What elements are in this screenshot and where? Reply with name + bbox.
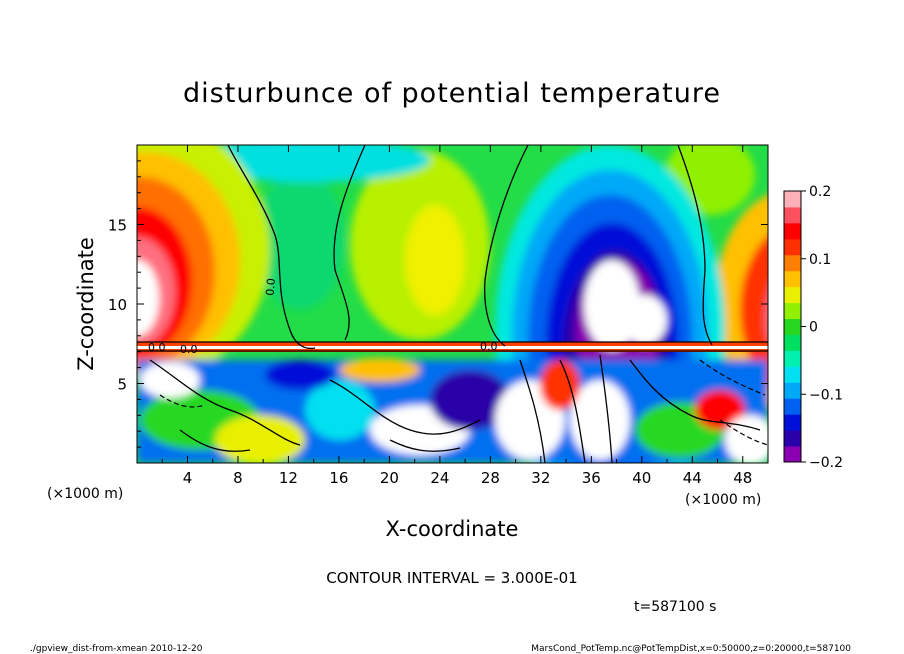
x-tick-label: 16 <box>329 469 348 487</box>
colorbar-swatch <box>784 334 801 351</box>
x-tick-label: 48 <box>733 469 752 487</box>
contour-line <box>559 359 586 463</box>
field-blob <box>340 358 420 382</box>
x-unit-label-right: (×1000 m) <box>685 492 761 508</box>
contour-line <box>484 145 529 347</box>
contour-line <box>329 379 481 435</box>
field-blob <box>255 170 345 310</box>
colorbar-tick-label: −0.1 <box>809 387 843 403</box>
contour-line <box>699 359 766 396</box>
field-blob <box>430 370 510 430</box>
x-tick-label: 24 <box>430 469 449 487</box>
colorbar-tick-label: −0.2 <box>809 455 843 471</box>
contour-label: 0.0 <box>480 340 498 353</box>
contour-lines <box>137 145 768 463</box>
x-tick-label: 8 <box>233 469 243 487</box>
x-tick-label: 20 <box>380 469 399 487</box>
colorbar-swatch <box>784 318 801 335</box>
y-axis: 5 10 15 <box>108 160 768 448</box>
contour-line <box>519 359 546 463</box>
y-axis-title: Z-coordinate <box>74 237 98 371</box>
time-text: t=587100 s <box>634 599 716 615</box>
contour-label: 0.0 <box>148 341 166 354</box>
x-tick-label: 40 <box>632 469 651 487</box>
contour-line <box>227 145 316 350</box>
field-blob <box>190 145 430 182</box>
x-axis-title: X-coordinate <box>386 517 519 541</box>
x-unit-label: (×1000 m) <box>47 486 123 502</box>
y-tick-label: 15 <box>108 217 127 235</box>
colorbar-swatch <box>784 302 801 320</box>
contour-label: 0.0 <box>264 278 278 297</box>
x-tick-label: 44 <box>683 469 702 487</box>
contour-lines-negative <box>159 359 768 446</box>
x-axis: 4 8 12 16 20 24 28 32 36 40 44 48 <box>161 145 752 487</box>
contour-label-group: 0.0 0.0 0.0 0.0 <box>148 278 498 356</box>
contour-line <box>719 419 768 446</box>
field-blob <box>215 415 305 463</box>
contour-interval-text: CONTOUR INTERVAL = 3.000E-01 <box>326 569 577 587</box>
contour-line <box>179 429 251 452</box>
colorbar-tick-label: 0.2 <box>809 184 831 200</box>
y-tick-label: 10 <box>108 296 127 314</box>
field-blob <box>137 260 159 336</box>
contour-line <box>389 439 461 452</box>
contour-line <box>149 359 301 446</box>
colorbar-swatch <box>784 382 801 399</box>
inversion-band <box>137 346 768 349</box>
colorbar-swatch <box>784 254 801 272</box>
colorbar-swatch <box>784 414 801 431</box>
contour-line <box>629 359 761 431</box>
field-blob <box>725 415 768 463</box>
footer-left: ./gpview_dist-from-xmean 2010-12-20 <box>30 644 203 654</box>
x-tick-label: 4 <box>183 469 193 487</box>
contour-line <box>599 354 613 463</box>
colorbar-swatch <box>784 191 801 208</box>
colorbar-swatch <box>784 350 801 367</box>
y-tick-label: 5 <box>117 376 127 394</box>
x-tick-label: 32 <box>531 469 550 487</box>
colorbar: 0.2 0.1 0 −0.1 −0.2 <box>783 184 843 471</box>
field-blob <box>405 205 465 315</box>
field-blob <box>570 380 630 460</box>
colorbar-swatch <box>784 398 801 415</box>
chart-title: disturbunce of potential temperature <box>183 78 721 109</box>
x-tick-label: 28 <box>481 469 500 487</box>
field-blob <box>623 295 667 345</box>
colorbar-swatch <box>784 238 801 256</box>
field-blob <box>265 360 335 390</box>
contour-line <box>159 394 206 408</box>
colorbar-swatch <box>784 366 801 383</box>
colorbar-swatch <box>784 206 801 224</box>
colorbar-tick-label: 0.1 <box>809 252 831 268</box>
colorbar-tick-label: 0 <box>809 320 818 336</box>
x-tick-label: 12 <box>279 469 298 487</box>
field-blob <box>765 293 768 343</box>
contour-line <box>333 145 366 341</box>
colorbar-swatch <box>784 286 801 304</box>
x-tick-label: 36 <box>582 469 601 487</box>
plot-area <box>137 145 768 463</box>
colorbar-swatch <box>784 430 801 447</box>
colorbar-swatch <box>784 446 801 463</box>
colorbar-swatch <box>784 270 801 288</box>
colorbar-swatch <box>784 222 801 240</box>
contour-line <box>677 145 713 346</box>
field-blob <box>140 362 200 398</box>
field-blob <box>540 360 580 410</box>
field-blob <box>305 380 375 440</box>
contour-label: 0.0 <box>180 343 198 356</box>
footer-right: MarsCond_PotTemp.nc@PotTempDist,x=0:5000… <box>531 644 851 654</box>
